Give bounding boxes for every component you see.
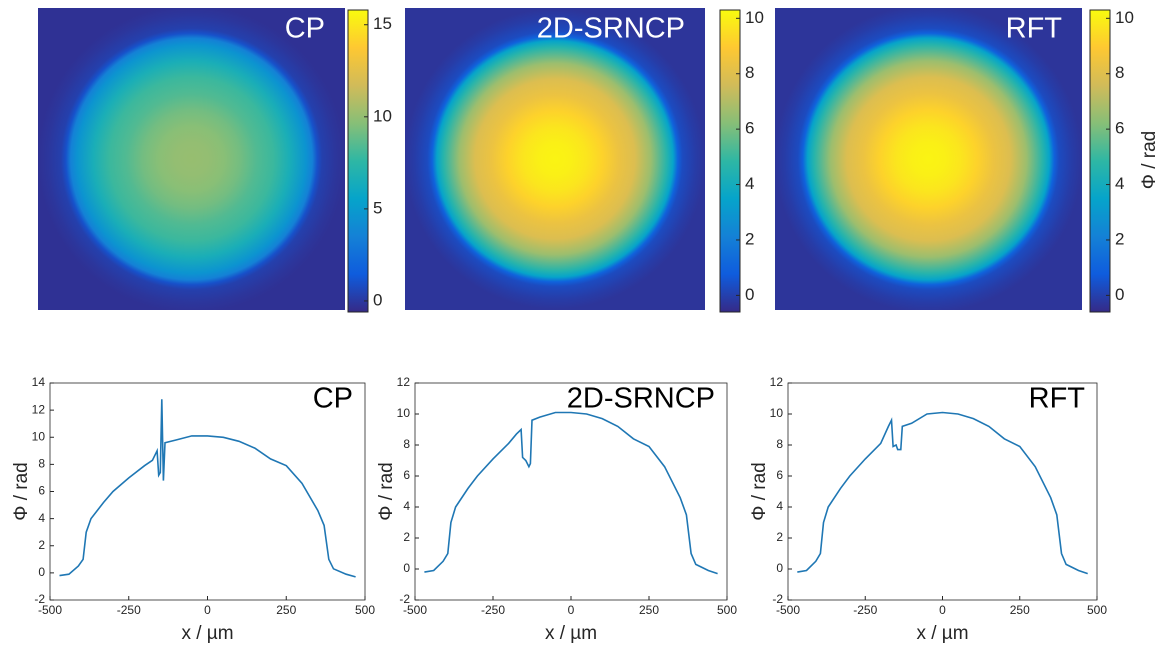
y-axis-label: Φ / rad [11,462,32,520]
x-tick-label: -250 [117,603,141,617]
y-tick-label: 6 [776,468,783,482]
colorbar-tick-label: 10 [373,106,392,125]
x-tick-label: -250 [481,603,505,617]
colorbar-tick-label: 0 [745,285,754,304]
y-tick-label: 8 [38,457,45,471]
y-tick-label: 6 [38,484,45,498]
x-tick-label: 0 [568,603,575,617]
colorbar-tick-label: 8 [1115,63,1124,82]
y-tick-label: 0 [38,565,45,579]
colorbar-tick-label: 8 [745,63,754,82]
colorbar [347,9,369,313]
image-title: RFT [1006,13,1063,45]
axes-box [49,382,366,601]
x-tick-label: 500 [717,603,737,617]
y-tick-label: 6 [403,468,410,482]
y-tick-label: 8 [403,437,410,451]
y-tick-label: 4 [38,511,45,525]
image-title: CP [285,13,325,45]
y-tick-label: 2 [38,538,45,552]
x-tick-label: 0 [204,603,211,617]
phase-image [405,8,705,310]
profile-line [797,411,1088,575]
x-axis-label: x / µm [916,623,968,644]
x-tick-label: -500 [403,603,427,617]
y-tick-label: 4 [403,499,410,513]
colorbar-tick-label: 6 [1115,119,1124,138]
axes-box [787,382,1098,601]
x-tick-label: -500 [776,603,800,617]
y-tick-label: 4 [776,499,783,513]
y-tick-label: 0 [403,561,410,575]
x-tick-label: -500 [38,603,62,617]
colorbar-tick-label: 2 [1115,229,1124,248]
colorbar-tick-label: 4 [1115,174,1124,193]
x-tick-label: 250 [639,603,659,617]
colorbar [1089,9,1111,313]
colorbar-tick-label: 0 [1115,285,1124,304]
plot-title: CP [313,383,353,415]
colorbar-tick-label: 0 [373,290,382,309]
x-axis-label: x / µm [181,623,233,644]
y-tick-label: -2 [34,592,45,606]
y-tick-label: 12 [397,375,411,389]
colorbar-tick-label: 4 [745,174,754,193]
y-tick-label: 2 [776,530,783,544]
profile-line [424,411,718,575]
colorbar-tick-label: 6 [745,119,754,138]
y-tick-label: 14 [32,375,46,389]
y-tick-label: 10 [397,406,411,420]
y-axis-label: Φ / rad [749,462,770,520]
phase-image [775,8,1082,310]
y-tick-label: 2 [403,530,410,544]
colorbar-tick-label: 2 [745,229,754,248]
colorbar-tick-label: 10 [1115,8,1134,27]
phase-image [38,8,345,310]
x-tick-label: 250 [1010,603,1030,617]
colorbar-tick-label: 15 [373,14,392,33]
y-axis-label: Φ / rad [376,462,397,520]
colorbar [719,9,741,313]
axes-box [414,382,728,601]
y-tick-label: 10 [32,429,46,443]
x-tick-label: -250 [853,603,877,617]
y-tick-label: 8 [776,437,783,451]
y-tick-label: -2 [399,592,410,606]
y-tick-label: 12 [32,402,46,416]
image-title: 2D-SRNCP [537,13,685,45]
y-tick-label: 10 [770,406,784,420]
x-tick-label: 0 [939,603,946,617]
y-tick-label: -2 [772,592,783,606]
colorbar-tick-label: 5 [373,198,382,217]
y-tick-label: 12 [770,375,784,389]
x-tick-label: 250 [276,603,296,617]
plot-title: 2D-SRNCP [567,383,715,415]
x-axis-label: x / µm [545,623,597,644]
x-tick-label: 500 [1087,603,1107,617]
y-tick-label: 0 [776,561,783,575]
profile-line [59,399,356,578]
plot-title: RFT [1029,383,1086,415]
colorbar-tick-label: 10 [745,8,764,27]
x-tick-label: 500 [355,603,375,617]
colorbar-label: Φ / rad [1139,131,1160,189]
